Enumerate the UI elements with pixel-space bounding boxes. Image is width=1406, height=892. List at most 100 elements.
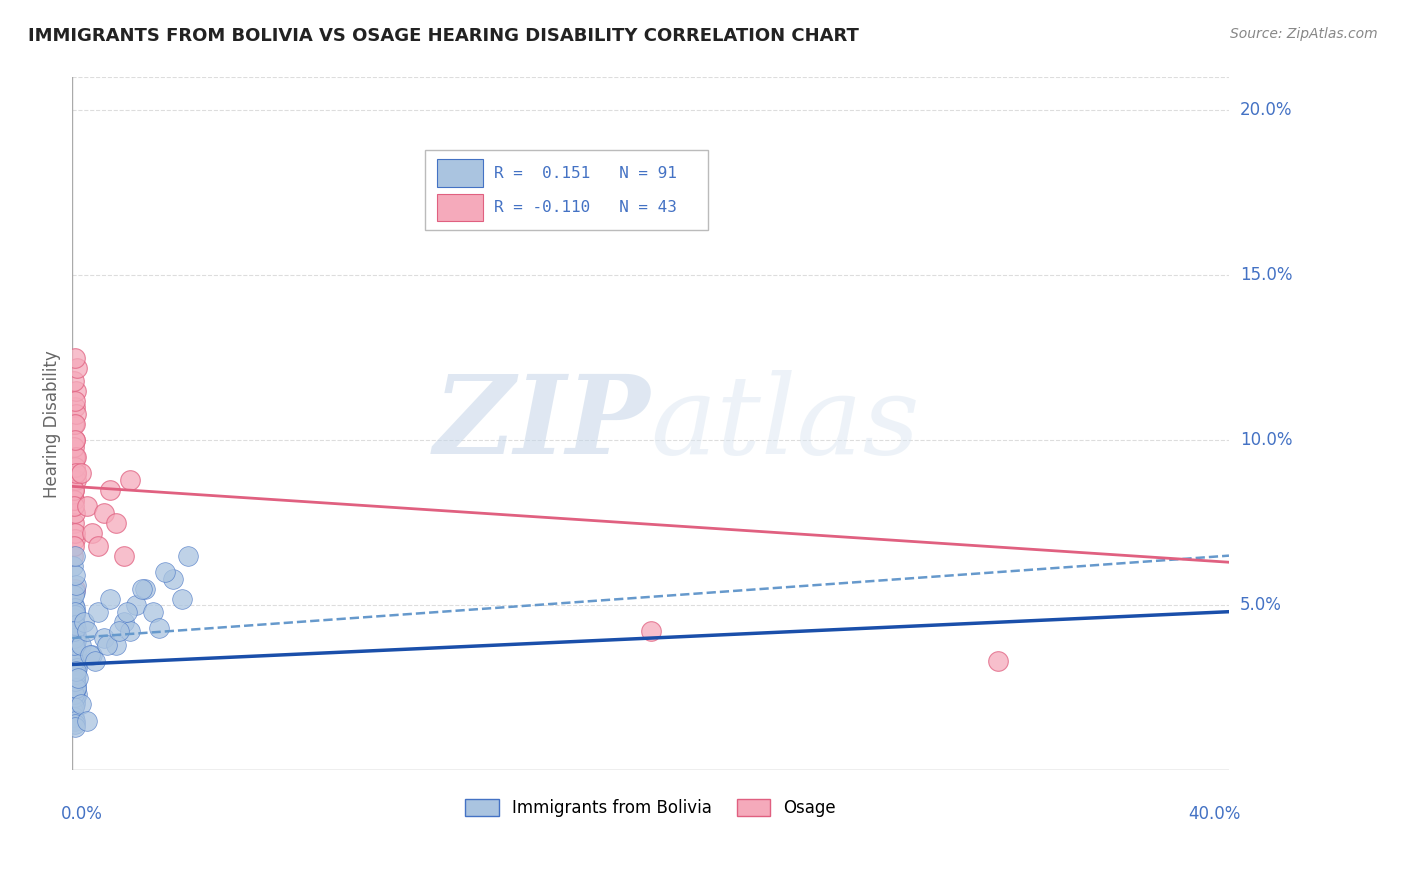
Point <box>63 618 86 632</box>
Point <box>65 631 87 645</box>
Point <box>65 690 87 705</box>
Point <box>63 459 86 474</box>
Point <box>63 492 86 507</box>
Point <box>177 549 200 563</box>
Point <box>142 605 165 619</box>
Point <box>65 450 87 464</box>
Point <box>63 638 86 652</box>
Point <box>65 473 87 487</box>
Point <box>63 671 86 685</box>
Point <box>63 525 86 540</box>
Point <box>63 694 86 708</box>
Point <box>63 539 86 553</box>
Point <box>104 638 127 652</box>
Point <box>65 634 87 648</box>
Point <box>63 640 86 655</box>
Text: Source: ZipAtlas.com: Source: ZipAtlas.com <box>1230 27 1378 41</box>
Point <box>65 628 87 642</box>
Point <box>63 631 86 645</box>
Point <box>63 700 86 714</box>
Point <box>104 516 127 530</box>
Point <box>62 492 84 507</box>
Point <box>134 582 156 596</box>
Point <box>63 499 86 513</box>
Point <box>63 585 86 599</box>
Point <box>62 558 84 573</box>
Point <box>63 440 86 454</box>
Point <box>125 598 148 612</box>
Point <box>640 624 662 639</box>
Point <box>65 648 87 662</box>
Point <box>62 654 84 668</box>
Point <box>65 657 87 672</box>
Point <box>65 681 87 695</box>
Point <box>63 450 86 464</box>
Point <box>63 516 86 530</box>
Point <box>63 601 86 615</box>
Point <box>98 591 121 606</box>
Point <box>63 624 86 639</box>
Point <box>63 651 86 665</box>
Point <box>76 624 98 639</box>
Text: 15.0%: 15.0% <box>1240 267 1292 285</box>
Point <box>93 506 115 520</box>
Point <box>987 654 1010 668</box>
Point <box>65 407 87 421</box>
Text: R = -0.110   N = 43: R = -0.110 N = 43 <box>495 200 678 215</box>
Point <box>63 714 86 728</box>
Point <box>98 483 121 497</box>
Point <box>63 532 86 546</box>
Point <box>63 720 86 734</box>
Point <box>63 638 86 652</box>
Y-axis label: Hearing Disability: Hearing Disability <box>44 350 60 498</box>
Text: R =  0.151   N = 91: R = 0.151 N = 91 <box>495 166 678 180</box>
Point <box>65 360 87 375</box>
Point <box>73 615 96 629</box>
Point <box>62 621 84 635</box>
Point <box>120 624 142 639</box>
Point <box>112 549 135 563</box>
Point <box>70 697 93 711</box>
Point <box>63 598 86 612</box>
FancyBboxPatch shape <box>437 194 482 221</box>
Point <box>107 624 129 639</box>
Point <box>87 605 110 619</box>
Point <box>63 654 86 668</box>
Point <box>63 716 86 731</box>
Point <box>115 605 138 619</box>
Point <box>70 638 93 652</box>
Point <box>63 681 86 695</box>
Text: 10.0%: 10.0% <box>1240 431 1292 450</box>
Point <box>62 483 84 497</box>
Point <box>65 568 87 582</box>
Point <box>66 671 89 685</box>
Point <box>96 638 118 652</box>
Text: 20.0%: 20.0% <box>1240 102 1292 120</box>
Point <box>93 631 115 645</box>
Point <box>63 690 86 705</box>
Point <box>63 697 86 711</box>
Point <box>65 384 87 398</box>
Point <box>63 671 86 685</box>
Point <box>172 591 194 606</box>
Text: 0.0%: 0.0% <box>60 805 103 822</box>
Point <box>62 664 84 678</box>
Point <box>65 667 87 681</box>
Point <box>62 704 84 718</box>
Point <box>63 683 86 698</box>
Point <box>62 710 84 724</box>
Point <box>65 661 87 675</box>
Point <box>63 434 86 448</box>
Point <box>65 664 87 678</box>
Point <box>63 605 86 619</box>
Point <box>65 506 87 520</box>
FancyBboxPatch shape <box>425 150 709 230</box>
Point <box>65 621 87 635</box>
Point <box>65 351 87 365</box>
Point <box>65 578 87 592</box>
Point <box>62 667 84 681</box>
Point <box>63 417 86 431</box>
Point <box>63 582 86 596</box>
Point <box>63 687 86 701</box>
Point <box>62 549 84 563</box>
